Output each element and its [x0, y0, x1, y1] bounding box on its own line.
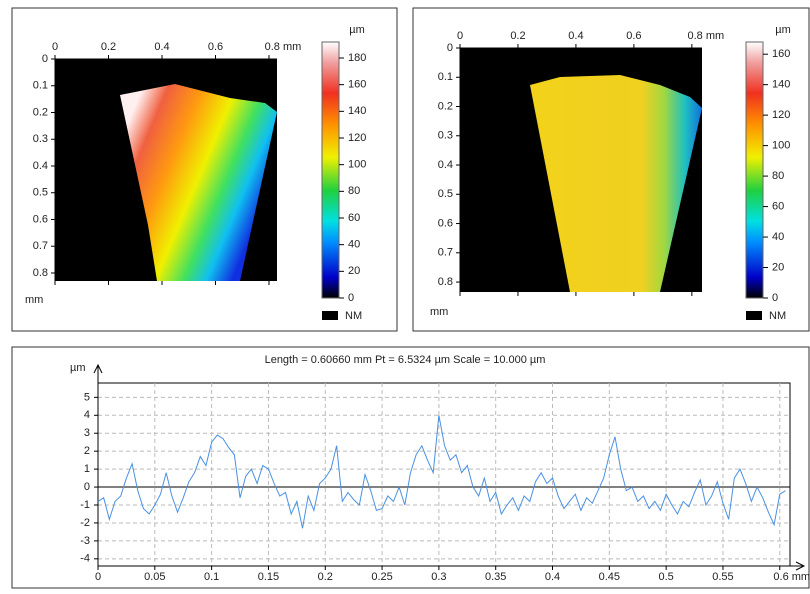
y-tick-label: 4: [84, 409, 90, 421]
x-tick-label: 0.1: [204, 571, 219, 583]
axis-arrow: [98, 561, 806, 571]
y-tick-label: 0.4: [33, 160, 48, 172]
y-tick-label: 0: [447, 42, 453, 54]
x-tick-label: 0.6: [208, 41, 223, 53]
axis-arrow: [93, 363, 103, 566]
colorbar-tick-label: 100: [348, 159, 366, 171]
plot-frame: [97, 382, 791, 567]
colorbar-tick-label: 80: [348, 185, 360, 197]
colorbar-tick-label: 140: [348, 105, 366, 117]
y-tick-label: 1: [84, 463, 90, 475]
x-tick-label: 0: [457, 30, 463, 42]
y-tick-label: 0.5: [33, 187, 48, 199]
colorbar-tick-label: 120: [348, 132, 366, 144]
axis-label: mm: [430, 306, 448, 318]
x-tick-label: 0.05: [144, 571, 165, 583]
y-tick-label: 0.2: [33, 106, 48, 118]
x-tick-label: 0.8 mm: [688, 30, 725, 42]
axis-label: mm: [25, 294, 43, 306]
missing-swatch: [746, 311, 762, 320]
y-tick-label: 0.3: [33, 133, 48, 145]
x-tick-label: 0.2: [101, 41, 116, 53]
colorbar-tick-label: 60: [348, 212, 360, 224]
colorbar: [321, 41, 340, 299]
y-tick-label: -1: [80, 499, 90, 511]
colorbar-tick-label: 80: [772, 170, 784, 182]
colorbar-tick-label: 20: [772, 261, 784, 273]
x-tick-label: 0.15: [258, 571, 279, 583]
colorbar-label: µm: [775, 24, 791, 36]
colorbar-tick-label: 180: [348, 52, 366, 64]
x-tick-label: 0.2: [510, 30, 525, 42]
y-tick-label: 0: [84, 481, 90, 493]
colorbar-tick-label: 60: [772, 200, 784, 212]
panel-frame: [11, 7, 398, 332]
y-tick-label: 0.3: [438, 130, 453, 142]
x-tick-label: 0.35: [485, 571, 506, 583]
x-tick-label: 0.45: [599, 571, 620, 583]
profile-line: [97, 415, 786, 529]
missing-swatch: [322, 311, 338, 320]
colorbar-tick-label: 40: [348, 239, 360, 251]
x-tick-label: 0.3: [431, 571, 446, 583]
y-tick-label: 0: [42, 53, 48, 65]
y-tick-label: -3: [80, 535, 90, 547]
panel-frame: [11, 346, 810, 589]
x-tick-label: 0: [52, 41, 58, 53]
y-tick-label: 0.1: [438, 71, 453, 83]
x-tick-label: 0: [95, 571, 101, 583]
colorbar: [745, 41, 764, 299]
y-tick-label: 3: [84, 427, 90, 439]
colorbar-tick-label: 40: [772, 231, 784, 243]
y-tick-label: 5: [84, 391, 90, 403]
y-tick-label: 0.5: [438, 188, 453, 200]
colorbar-tick-label: 160: [772, 48, 790, 60]
colorbar-label: µm: [349, 24, 365, 36]
height-map-surface: [120, 84, 277, 281]
y-tick-label: -2: [80, 517, 90, 529]
y-tick-label: 0.8: [33, 267, 48, 279]
y-tick-label: 0.1: [33, 80, 48, 92]
x-tick-label: 0.4: [545, 571, 560, 583]
x-tick-label: 0.6 mm: [773, 571, 810, 583]
panel-frame: [412, 7, 810, 332]
x-tick-label: 0.8 mm: [265, 41, 302, 53]
x-tick-label: 0.25: [371, 571, 392, 583]
colorbar-tick-label: 0: [348, 292, 354, 304]
y-tick-label: 0.7: [33, 240, 48, 252]
missing-label: NM: [769, 310, 786, 322]
y-tick-label: 0.2: [438, 100, 453, 112]
colorbar-tick-label: 20: [348, 265, 360, 277]
x-tick-label: 0.5: [658, 571, 673, 583]
y-tick-label: 2: [84, 445, 90, 457]
x-tick-label: 0.2: [318, 571, 333, 583]
missing-label: NM: [345, 310, 362, 322]
colorbar-tick-label: 140: [772, 79, 790, 91]
axis-label: µm: [70, 362, 86, 374]
y-tick-label: -4: [80, 553, 90, 565]
colorbar-tick-label: 120: [772, 109, 790, 121]
colorbar-tick-label: 0: [772, 292, 778, 304]
colorbar-tick-label: 100: [772, 140, 790, 152]
y-tick-label: 0.6: [33, 213, 48, 225]
y-tick-label: 0.6: [438, 217, 453, 229]
x-tick-label: 0.55: [712, 571, 733, 583]
chart-title: Length = 0.60660 mm Pt = 6.5324 µm Scale…: [265, 354, 546, 366]
y-tick-label: 0.4: [438, 159, 453, 171]
x-tick-label: 0.4: [154, 41, 169, 53]
y-tick-label: 0.7: [438, 247, 453, 259]
x-tick-label: 0.6: [626, 30, 641, 42]
height-map-surface: [530, 75, 702, 292]
y-tick-label: 0.8: [438, 276, 453, 288]
x-tick-label: 0.4: [568, 30, 583, 42]
colorbar-tick-label: 160: [348, 79, 366, 91]
